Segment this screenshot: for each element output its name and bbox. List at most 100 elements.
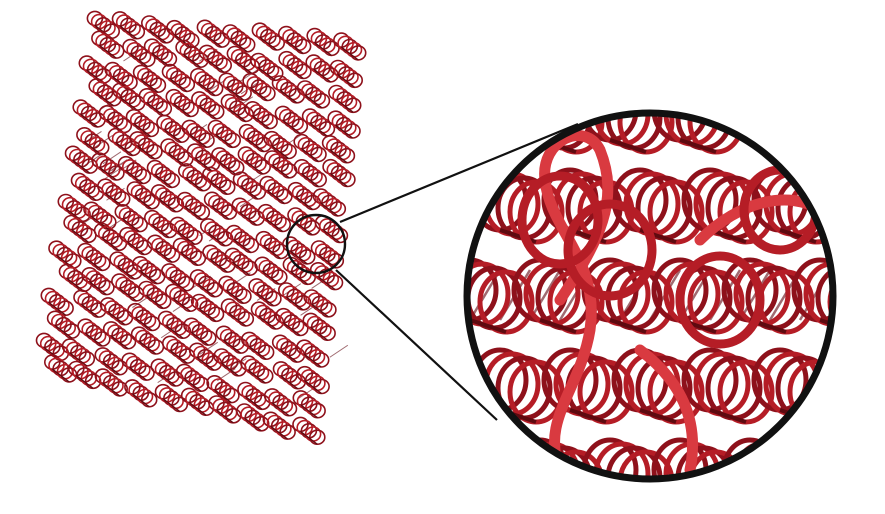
lattice-helix	[186, 143, 221, 172]
lattice-helix	[275, 307, 309, 337]
lattice-helix	[257, 203, 292, 233]
lattice-helix	[206, 374, 240, 404]
lattice-helix	[328, 84, 362, 114]
lattice-helix	[183, 317, 217, 346]
lattice-helix	[99, 297, 134, 326]
lattice-helix	[176, 191, 211, 221]
lattice-helix	[43, 354, 78, 383]
zoom-helix	[467, 113, 535, 155]
lattice-helix	[301, 108, 336, 137]
lattice-helix	[232, 171, 267, 200]
lattice-helix	[35, 332, 70, 362]
lattice-helix	[77, 318, 111, 347]
lattice-helix	[293, 133, 327, 163]
lattice-helix	[292, 390, 326, 419]
lattice-helix	[162, 335, 196, 364]
lattice-helix	[218, 72, 252, 101]
lattice-helix	[302, 312, 336, 342]
lattice-helix	[57, 193, 91, 223]
lattice-helix	[278, 50, 312, 80]
lattice-helix	[119, 226, 153, 256]
zoom-connector	[528, 269, 562, 321]
lattice-helix	[156, 114, 190, 143]
lattice-helix	[91, 152, 125, 181]
lattice-connector	[207, 79, 227, 93]
lattice-helix	[161, 63, 196, 93]
lattice-helix	[327, 110, 361, 139]
lattice-helix	[237, 146, 272, 175]
lattice-helix	[251, 22, 286, 51]
zoom-helix	[681, 347, 775, 425]
lattice-helix	[157, 310, 192, 340]
lattice-connector	[102, 151, 122, 165]
lattice-helix	[83, 201, 117, 230]
lattice-helix	[218, 275, 252, 305]
helix-lattice	[35, 10, 367, 446]
zoom-connector	[860, 270, 885, 320]
lattice-helix	[254, 256, 288, 285]
lattice-helix	[200, 218, 234, 247]
lattice-helix	[125, 108, 160, 138]
zoom-source-ring	[285, 213, 347, 275]
lattice-connector	[192, 275, 211, 289]
lattice-helix	[333, 32, 367, 61]
lattice-helix	[63, 214, 97, 244]
lattice-helix	[165, 283, 199, 313]
lattice-helix	[150, 184, 185, 213]
lattice-helix	[146, 159, 181, 189]
lattice-helix	[132, 255, 166, 285]
lattice-helix	[293, 159, 328, 188]
lattice-helix	[189, 269, 224, 298]
lattice-helix	[107, 127, 141, 157]
lattice-helix	[250, 52, 284, 82]
lattice-helix	[40, 287, 74, 317]
zoom-connector	[738, 269, 772, 321]
lattice-helix	[321, 135, 356, 164]
lattice-helix	[296, 339, 330, 368]
lattice-helix	[224, 247, 258, 277]
lattice-helix	[102, 321, 137, 350]
lattice-helix	[262, 411, 296, 440]
lattice-helix	[248, 278, 282, 307]
lattice-helix	[175, 363, 210, 393]
lattice-connector	[300, 302, 319, 316]
lattice-helix	[277, 25, 312, 55]
lattice-helix	[198, 44, 232, 73]
zoom-helix	[791, 437, 833, 479]
lattice-helix	[250, 301, 285, 330]
lattice-helix	[97, 178, 131, 207]
lattice-helix	[61, 338, 96, 367]
lattice-helix	[77, 242, 111, 272]
lattice-helix	[144, 209, 178, 239]
lattice-helix	[322, 158, 356, 188]
lattice-helix	[240, 355, 274, 384]
lattice-helix	[93, 222, 128, 252]
lattice-helix	[310, 240, 345, 269]
zoom-helix	[821, 347, 833, 413]
lattice-helix	[190, 293, 225, 323]
lattice-helix	[208, 395, 242, 424]
zoom-helix-loop	[563, 199, 657, 301]
lattice-helix	[70, 172, 105, 201]
lattice-connector	[234, 96, 254, 110]
lattice-helix	[305, 54, 339, 83]
lattice-connector	[199, 341, 218, 355]
lattice-helix	[72, 99, 106, 128]
lattice-helix	[129, 131, 163, 160]
lattice-helix	[154, 383, 189, 413]
lattice-helix	[207, 119, 241, 149]
lattice-helix	[220, 298, 255, 327]
lattice-helix	[81, 266, 115, 296]
lattice-helix	[166, 19, 200, 49]
lattice-helix	[296, 80, 331, 109]
zoom-inset	[463, 109, 885, 483]
lattice-helix	[127, 302, 161, 332]
lattice-helix	[181, 119, 215, 148]
lattice-helix	[274, 105, 309, 134]
lattice-helix	[202, 166, 236, 195]
lattice-helix	[222, 24, 256, 53]
lattice-helix	[76, 127, 110, 156]
lattice-helix	[303, 289, 337, 318]
lattice-helix	[236, 403, 270, 432]
